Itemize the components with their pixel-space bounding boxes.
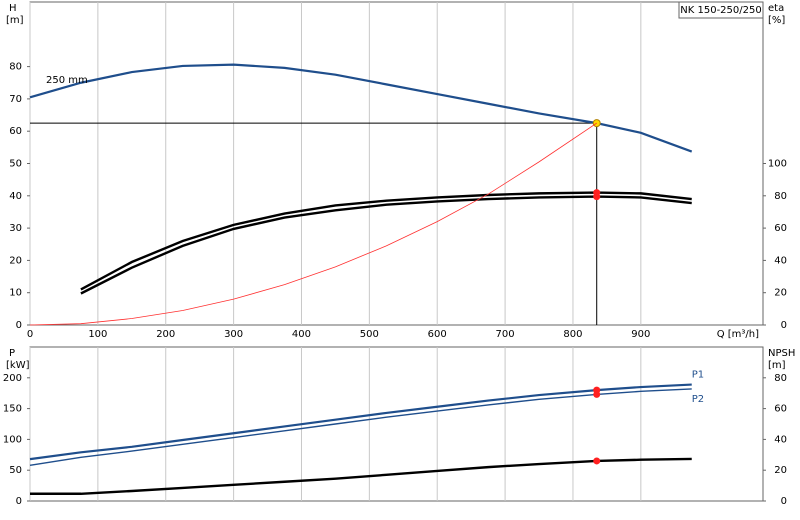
x-tick-label: 100 [88, 329, 107, 340]
x-tick-label: 800 [563, 329, 582, 340]
y-tick-label: 80 [9, 62, 22, 73]
y2-tick-label: 100 [768, 159, 787, 170]
y2-tick-label: 60 [774, 404, 787, 415]
series-line [80, 191, 692, 291]
y-tick-label: 150 [3, 404, 22, 415]
series-line [29, 122, 597, 326]
y2-tick-label: 20 [774, 465, 787, 476]
series-line [29, 383, 692, 461]
y-tick-label: 50 [9, 159, 22, 170]
series-line [29, 63, 693, 153]
x-tick-label: 900 [631, 329, 650, 340]
y2-tick-label: 60 [774, 223, 787, 234]
y-tick-label: 30 [9, 223, 22, 234]
x-tick-label: 0 [27, 329, 33, 340]
series-label: P1 [692, 370, 704, 381]
y2-tick-label: 40 [774, 255, 787, 266]
operating-point [593, 457, 601, 465]
plot-frame [29, 1, 764, 326]
y2-tick-label: 40 [774, 434, 787, 445]
y-tick-label: 40 [9, 191, 22, 202]
x-tick-label: 200 [156, 329, 175, 340]
y-tick-label: 60 [9, 126, 22, 137]
series-line [29, 388, 692, 466]
x-tick-label: 600 [428, 329, 447, 340]
x-axis-label: Q [m³/h] [717, 329, 759, 340]
y-tick-label: 100 [3, 434, 22, 445]
y2-tick-label: 0 [781, 496, 787, 507]
y2-tick-label: 0 [781, 320, 787, 331]
y2-tick-label: 80 [774, 373, 787, 384]
chart-title: NK 150-250/250 [680, 5, 761, 16]
series-line [30, 457, 692, 495]
plot-frame [29, 346, 764, 502]
y2-axis-unit: [m] [768, 360, 786, 371]
x-tick-label: 500 [360, 329, 379, 340]
x-tick-label: 700 [496, 329, 515, 340]
y-tick-label: 20 [9, 255, 22, 266]
y-tick-label: 0 [16, 496, 22, 507]
y2-axis-label: eta [768, 3, 784, 14]
series-label: P2 [692, 394, 704, 405]
y2-axis-unit: [%] [768, 15, 785, 26]
y2-axis-label: NPSH [768, 348, 795, 359]
y-tick-label: 50 [9, 465, 22, 476]
operating-point [593, 193, 601, 201]
series-label: 250 mm [46, 75, 88, 86]
x-tick-label: 400 [292, 329, 311, 340]
y-axis-unit: [kW] [6, 360, 30, 371]
x-tick-label: 300 [224, 329, 243, 340]
y-axis-label: H [9, 3, 17, 14]
y-tick-label: 10 [9, 288, 22, 299]
y-axis-label: P [9, 348, 15, 359]
y2-tick-label: 20 [774, 288, 787, 299]
y-tick-label: 70 [9, 94, 22, 105]
operating-point [593, 390, 601, 398]
y2-tick-label: 80 [774, 191, 787, 202]
y-axis-unit: [m] [6, 15, 24, 26]
title-box [678, 1, 764, 19]
y-tick-label: 0 [16, 320, 22, 331]
y-tick-label: 200 [3, 373, 22, 384]
